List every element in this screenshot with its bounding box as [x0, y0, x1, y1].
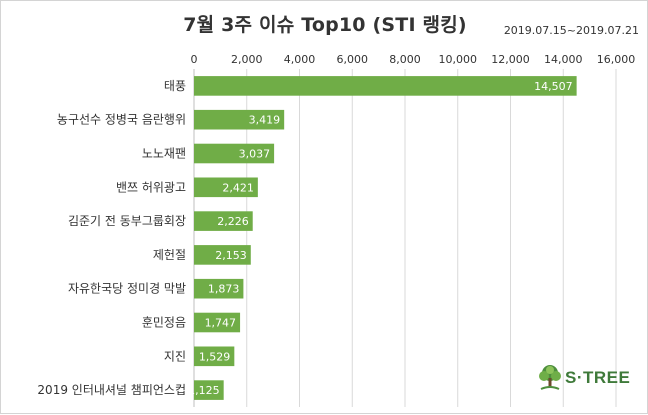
value-label: 1,873 — [208, 283, 240, 296]
value-labels: 14,507 3,419 3,037 2,421 2,226 2,153 1,873 1,74… — [188, 80, 572, 397]
category-label: 제헌절 — [153, 248, 186, 262]
x-tick-label: 0 — [191, 53, 198, 66]
bars — [194, 76, 577, 400]
x-axis-ticks: 0 2,000 4,000 6,000 8,000 10,000 12,000 14,000 1… — [191, 53, 636, 66]
x-tick-label: 10,000 — [439, 53, 478, 66]
tree-icon — [539, 365, 561, 390]
x-tick-label: 4,000 — [284, 53, 316, 66]
category-label: 자유한국당 정미경 막발 — [68, 282, 186, 296]
value-label: 1,125 — [188, 384, 220, 397]
category-label: 2019 인터내셔널 챔피언스컵 — [37, 382, 186, 397]
bar — [194, 76, 577, 96]
category-label: 지진 — [164, 349, 186, 363]
bar — [194, 211, 253, 231]
category-label: 김준기 전 동부그룹회장 — [68, 214, 186, 228]
bar — [194, 177, 258, 198]
x-tick-label: 6,000 — [337, 53, 369, 66]
bar — [194, 346, 235, 367]
bar — [194, 109, 285, 130]
bar — [194, 245, 251, 265]
bar — [194, 312, 241, 333]
category-label: 농구선수 정병국 음란행위 — [57, 112, 186, 127]
value-label: 2,153 — [215, 249, 247, 262]
category-label: 노노재팬 — [142, 147, 186, 161]
x-tick-label: 2,000 — [231, 53, 263, 66]
value-label: 2,226 — [217, 215, 249, 228]
bar — [194, 143, 275, 164]
category-label: 훈민정음 — [142, 316, 186, 330]
value-label: 2,421 — [222, 181, 254, 194]
category-label: 밴쯔 허위광고 — [116, 180, 186, 194]
bar — [194, 380, 224, 400]
x-tick-label: 12,000 — [491, 53, 530, 66]
value-label: 14,507 — [534, 80, 573, 93]
value-label: 1,747 — [205, 317, 237, 330]
value-label: 3,419 — [249, 114, 281, 127]
x-tick-label: 14,000 — [544, 53, 583, 66]
stree-logo: S·TREE — [537, 364, 637, 392]
chart-title: 7월 3주 이슈 Top10 (STI 랭킹) — [183, 14, 467, 36]
value-label: 3,037 — [239, 148, 271, 161]
value-label: 1,529 — [199, 350, 231, 363]
x-tick-label: 8,000 — [389, 53, 421, 66]
grid-lines — [246, 69, 617, 407]
logo-text: S·TREE — [565, 368, 631, 387]
bar — [194, 278, 244, 299]
x-tick-label: 16,000 — [597, 53, 636, 66]
category-label: 태풍 — [164, 79, 186, 93]
chart-period: 2019.07.15~2019.07.21 — [503, 24, 639, 37]
